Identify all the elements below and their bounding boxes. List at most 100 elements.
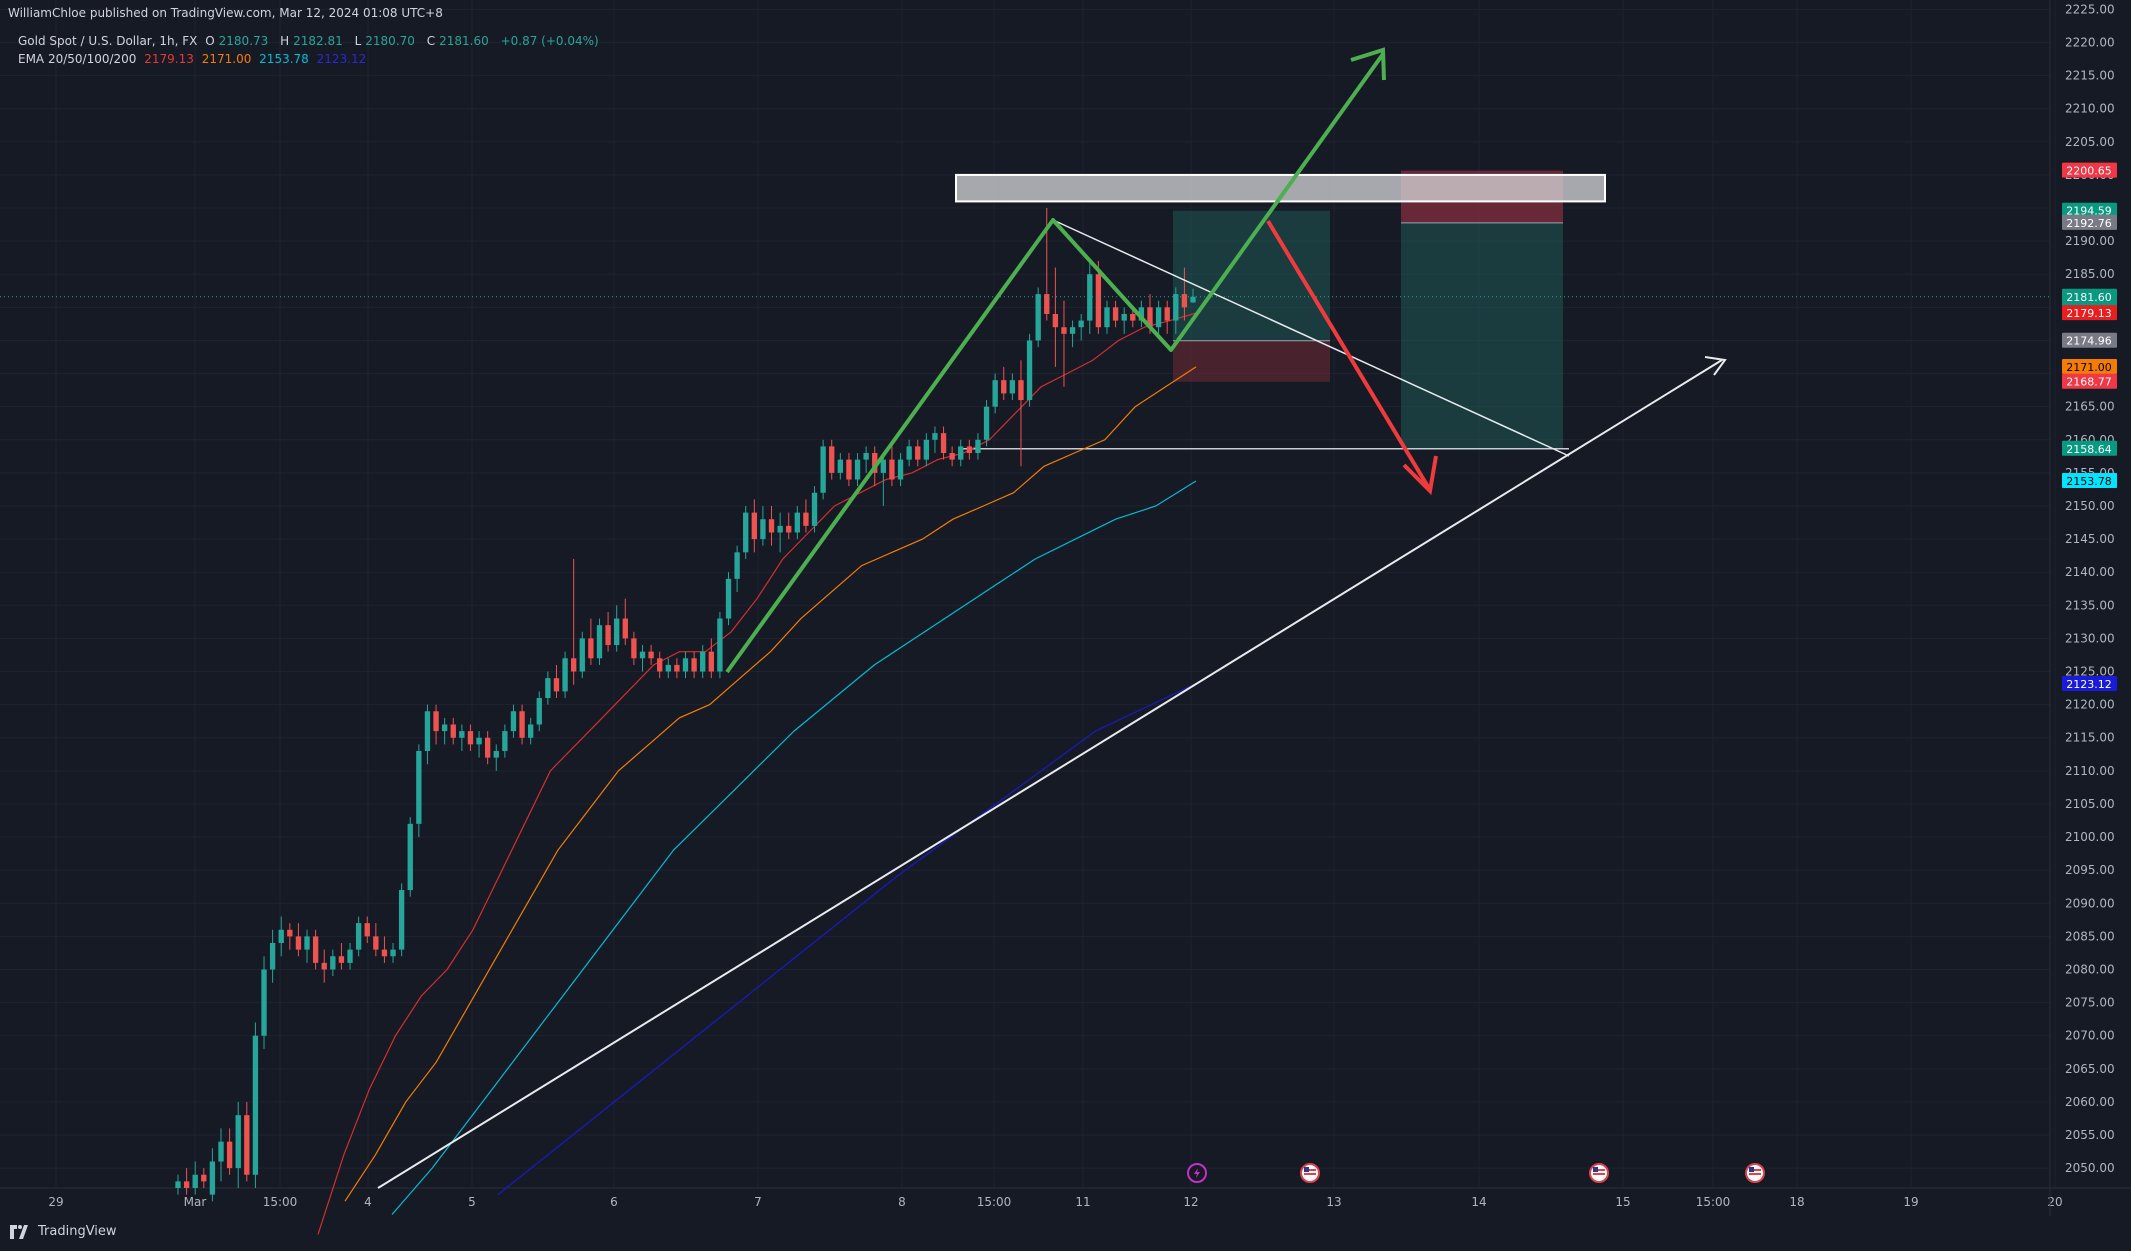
candle-body[interactable] <box>330 956 336 970</box>
candle-body[interactable] <box>811 492 818 526</box>
candle-body[interactable] <box>1061 327 1067 334</box>
candle-body[interactable] <box>235 1115 241 1169</box>
candle-body[interactable] <box>872 453 878 473</box>
candle-body[interactable] <box>1155 307 1162 328</box>
candle-body[interactable] <box>338 956 345 963</box>
candle-body[interactable] <box>1104 307 1110 328</box>
candle-body[interactable] <box>1035 294 1041 341</box>
candle-body[interactable] <box>880 459 887 473</box>
candle-body[interactable] <box>355 923 362 950</box>
footer-brand[interactable]: TradingView <box>8 1224 117 1239</box>
candle-body[interactable] <box>983 406 990 440</box>
candle-body[interactable] <box>803 512 809 526</box>
candle-body[interactable] <box>1130 313 1136 321</box>
candle-body[interactable] <box>622 618 628 639</box>
candle-body[interactable] <box>631 638 637 659</box>
candle-body[interactable] <box>1121 313 1127 321</box>
candle-body[interactable] <box>467 731 474 745</box>
candle-body[interactable] <box>519 711 525 738</box>
candle-body[interactable] <box>975 439 981 454</box>
candle-body[interactable] <box>278 929 284 944</box>
candle-body[interactable] <box>579 638 585 672</box>
candle-body[interactable] <box>1026 340 1033 401</box>
candle-body[interactable] <box>433 711 439 732</box>
candle-body[interactable] <box>476 737 482 745</box>
long-position-profit-zone[interactable] <box>1173 210 1330 341</box>
candle-body[interactable] <box>691 658 697 672</box>
short-position-profit-zone[interactable] <box>1401 222 1563 449</box>
candle-body[interactable] <box>312 936 319 963</box>
ema-label[interactable]: EMA 20/50/100/200 <box>18 52 137 66</box>
candle-body[interactable] <box>1009 380 1016 394</box>
candle-body[interactable] <box>1181 294 1188 308</box>
symbol-name[interactable]: Gold Spot / U.S. Dollar, 1h, FX <box>18 34 198 48</box>
candle-body[interactable] <box>441 724 448 732</box>
candle-body[interactable] <box>665 664 671 672</box>
candle-body[interactable] <box>528 724 534 738</box>
long-position-stop-zone[interactable] <box>1173 340 1330 382</box>
candle-body[interactable] <box>751 512 757 540</box>
candle-body[interactable] <box>889 459 895 480</box>
candle-body[interactable] <box>553 678 560 692</box>
candle-body[interactable] <box>596 625 603 659</box>
candle-body[interactable] <box>923 439 930 460</box>
candle-body[interactable] <box>1052 313 1059 328</box>
candle-body[interactable] <box>794 512 800 533</box>
candle-body[interactable] <box>682 658 689 672</box>
candle-body[interactable] <box>571 658 577 672</box>
candle-body[interactable] <box>1018 380 1024 401</box>
candle-body[interactable] <box>657 658 663 672</box>
rising-trendline[interactable] <box>377 359 1723 1189</box>
candle-body[interactable] <box>502 731 508 751</box>
candle-body[interactable] <box>949 453 955 460</box>
candle-body[interactable] <box>252 1035 259 1175</box>
candle-body[interactable] <box>1138 307 1145 321</box>
price-axis[interactable] <box>2050 0 2131 1216</box>
candle-body[interactable] <box>717 618 723 672</box>
falling-trendline[interactable] <box>1052 219 1570 457</box>
candle-body[interactable] <box>295 936 302 950</box>
candle-body[interactable] <box>897 459 904 480</box>
candle-body[interactable] <box>175 1181 181 1188</box>
candle-body[interactable] <box>648 651 654 659</box>
candle-body[interactable] <box>768 519 775 533</box>
candle-body[interactable] <box>932 433 938 440</box>
candle-body[interactable] <box>183 1181 190 1188</box>
candle-body[interactable] <box>192 1174 198 1188</box>
candle-body[interactable] <box>846 459 852 480</box>
candle-body[interactable] <box>1044 294 1050 314</box>
candle-body[interactable] <box>545 678 551 699</box>
candle-body[interactable] <box>398 890 405 950</box>
bullish-projection-path[interactable] <box>725 52 1385 674</box>
plot-area[interactable] <box>0 0 2050 1216</box>
candle-body[interactable] <box>958 446 964 460</box>
candle-body[interactable] <box>1112 307 1119 321</box>
candle-body[interactable] <box>820 446 826 493</box>
candle-body[interactable] <box>218 1141 224 1162</box>
bearish-projection-path[interactable] <box>1266 219 1432 492</box>
candle-body[interactable] <box>854 459 861 480</box>
candle-body[interactable] <box>863 453 869 460</box>
candle-body[interactable] <box>347 949 353 963</box>
candle-body[interactable] <box>484 737 491 758</box>
candle-body[interactable] <box>760 519 766 540</box>
candle-body[interactable] <box>459 731 465 738</box>
candle-body[interactable] <box>424 711 431 751</box>
candle-body[interactable] <box>364 923 370 937</box>
candle-body[interactable] <box>1147 307 1153 328</box>
candle-body[interactable] <box>708 651 714 672</box>
candle-body[interactable] <box>614 618 620 646</box>
candle-body[interactable] <box>536 698 542 725</box>
candle-body[interactable] <box>209 1161 216 1195</box>
candle-body[interactable] <box>837 459 843 473</box>
candle-body[interactable] <box>416 750 422 824</box>
candle-body[interactable] <box>777 525 783 533</box>
candle-body[interactable] <box>562 658 568 692</box>
candle-body[interactable] <box>743 512 749 553</box>
candle-body[interactable] <box>992 380 998 407</box>
candle-body[interactable] <box>1190 296 1196 303</box>
candle-body[interactable] <box>321 962 327 970</box>
candle-body[interactable] <box>390 949 396 957</box>
candle-body[interactable] <box>269 943 276 970</box>
